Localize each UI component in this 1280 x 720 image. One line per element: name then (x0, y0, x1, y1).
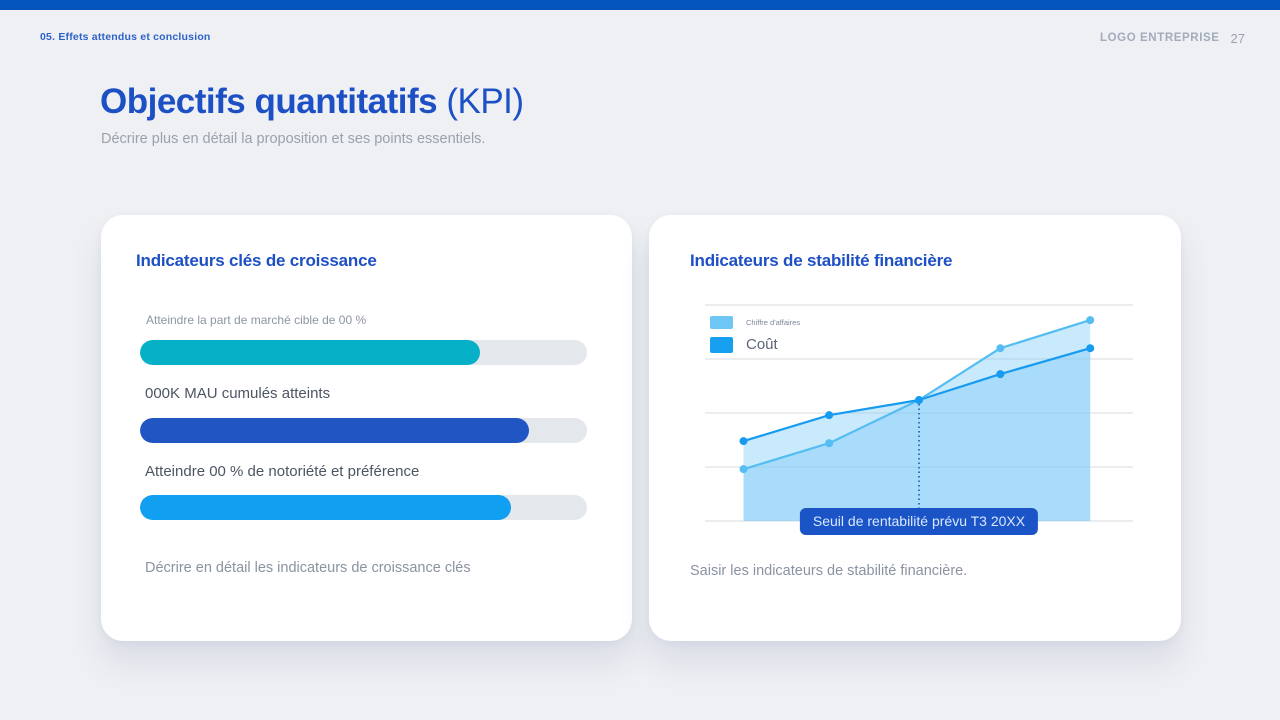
progress-track (140, 418, 587, 443)
legend-item-revenue: Chiffre d'affaires (710, 316, 800, 329)
breakeven-line-chart: Chiffre d'affaires Coût Seuil de rentabi… (705, 304, 1133, 535)
top-accent-bar (0, 0, 1280, 10)
growth-indicators-card: Indicateurs clés de croissance Atteindre… (101, 215, 632, 641)
logo-text: LOGO ENTREPRISE (1099, 32, 1220, 44)
legend-swatch-revenue-icon (710, 316, 733, 329)
progress-fill-mau (140, 418, 529, 443)
kpi-label-market-share: Atteindre la part de marché cible de 00 … (146, 313, 367, 327)
progress-track (140, 340, 587, 365)
page-subtitle: Décrire plus en détail la proposition et… (101, 131, 486, 148)
chart-legend: Chiffre d'affaires Coût (710, 316, 800, 360)
title-block: Objectifs quantitatifs (KPI) Décrire plu… (100, 82, 524, 147)
page-number: 27 (1230, 31, 1245, 46)
growth-card-footer: Décrire en détail les indicateurs de cro… (145, 560, 471, 576)
progress-fill-market-share (140, 340, 480, 365)
breakeven-tooltip: Seuil de rentabilité prévu T3 20XX (799, 508, 1039, 535)
breadcrumb: 05. Effets attendus et conclusion (40, 31, 211, 43)
page-title-main: Objectifs quantitatifs (100, 82, 438, 121)
page-title-suffix: (KPI) (437, 82, 524, 121)
legend-item-cost: Coût (710, 336, 800, 353)
chart-canvas (705, 304, 1133, 522)
legend-label-revenue: Chiffre d'affaires (746, 318, 801, 327)
growth-card-title: Indicateurs clés de croissance (136, 251, 377, 270)
progress-fill-notoriety (140, 495, 511, 520)
legend-label-cost: Coût (746, 336, 778, 353)
financial-stability-card: Indicateurs de stabilité financière Chif… (649, 215, 1181, 641)
legend-swatch-cost-icon (710, 336, 733, 353)
stability-card-title: Indicateurs de stabilité financière (690, 251, 953, 270)
kpi-label-notoriety: Atteindre 00 % de notoriété et préférenc… (145, 463, 420, 480)
stability-card-footer: Saisir les indicateurs de stabilité fina… (690, 563, 968, 579)
kpi-label-mau: 000K MAU cumulés atteints (145, 385, 331, 402)
page-title: Objectifs quantitatifs (KPI) (100, 82, 524, 121)
progress-track (140, 495, 587, 520)
header-right: LOGO ENTREPRISE 27 (1099, 29, 1245, 46)
